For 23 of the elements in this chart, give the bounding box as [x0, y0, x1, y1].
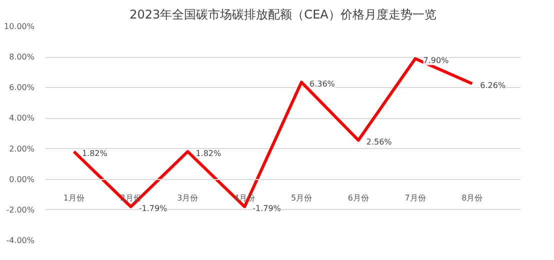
x-tick-label: 1月份: [63, 193, 84, 202]
data-label: -1.79%: [252, 204, 282, 214]
y-tick-label: 2.00%: [9, 144, 35, 154]
data-label: 6.36%: [309, 80, 336, 89]
y-tick-label: -4.00%: [6, 236, 35, 245]
chart-title: 2023年全国碳市场碳排放配额（CEA）价格月度走势一览: [130, 8, 436, 22]
x-tick-label: 6月份: [348, 193, 369, 202]
data-label: 2.56%: [366, 138, 392, 147]
data-label: 6.26%: [480, 81, 506, 90]
y-tick-label: -2.00%: [6, 205, 35, 214]
x-tick-label: 8月份: [462, 193, 483, 202]
y-tick-label: 6.00%: [9, 83, 35, 92]
x-tick-label: 3月份: [177, 193, 198, 202]
data-label: -1.79%: [138, 204, 168, 214]
x-tick-label: 7月份: [404, 193, 426, 202]
y-tick-label: 4.00%: [9, 114, 35, 123]
x-tick-label: 5月份: [290, 193, 312, 202]
data-label: 1.82%: [82, 149, 108, 158]
y-tick-label: 0.00%: [9, 174, 35, 184]
data-label: 1.82%: [196, 149, 222, 158]
y-tick-label: 8.00%: [9, 52, 35, 62]
data-label: 7.90%: [423, 56, 450, 66]
y-tick-label: 10.00%: [4, 22, 35, 31]
